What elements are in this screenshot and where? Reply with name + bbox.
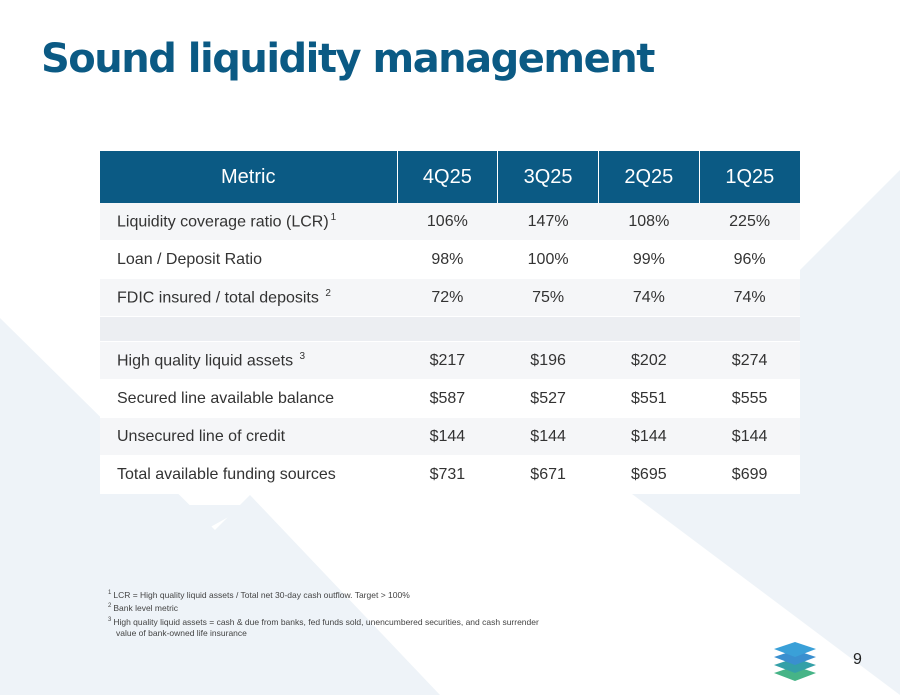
cell-value: $144 <box>699 417 800 456</box>
cell-value: 74% <box>699 278 800 317</box>
row-label: Secured line available balance <box>100 379 397 418</box>
cell-value: 72% <box>397 278 498 317</box>
table-row: Secured line available balance $587 $527… <box>100 379 800 418</box>
footnote-item: 1 LCR = High quality liquid assets / Tota… <box>108 588 648 601</box>
cell-value: 100% <box>497 240 599 279</box>
cell-value: $196 <box>497 341 599 380</box>
cell-value: 75% <box>497 278 599 317</box>
footnote-mark: 2 <box>108 603 112 610</box>
footnote-mark: 1 <box>108 590 112 596</box>
cell-value: $671 <box>497 455 599 494</box>
row-label-text: FDIC insured / total deposits <box>117 289 319 307</box>
cell-value: 99% <box>598 240 700 279</box>
footnote-marker: 3 <box>299 350 306 362</box>
row-label: Liquidity coverage ratio (LCR) 1 <box>100 203 397 241</box>
header-1q25: 1Q25 <box>699 151 800 203</box>
page-number: 9 <box>853 651 862 668</box>
row-label: Unsecured line of credit <box>100 417 397 456</box>
stacked-layers-icon <box>774 642 816 681</box>
footnote-text: High quality liquid assets = cash & due … <box>113 616 539 627</box>
row-label-text: High quality liquid assets <box>117 352 294 370</box>
header-2q25: 2Q25 <box>598 151 700 203</box>
cell-value: 225% <box>699 203 800 241</box>
footnote-text: LCR = High quality liquid assets / Total… <box>113 589 410 600</box>
cell-value: $699 <box>699 455 800 494</box>
cell-value: $527 <box>497 379 599 418</box>
cell-value: 74% <box>598 278 700 317</box>
cell-value: 147% <box>497 203 599 241</box>
footnote-marker: 2 <box>325 287 331 299</box>
footnote-mark: 3 <box>108 616 112 623</box>
cell-value: 96% <box>699 240 800 279</box>
row-label: Loan / Deposit Ratio <box>100 240 397 279</box>
cell-value: $274 <box>699 341 800 380</box>
table-header-row: Metric 4Q25 3Q25 2Q25 1Q25 <box>100 151 800 203</box>
page-title: Sound liquidity management <box>41 36 655 82</box>
header-metric: Metric <box>100 151 398 203</box>
cell-value: $144 <box>397 417 498 456</box>
table-row: FDIC insured / total deposits 2 72% 75% … <box>100 278 800 317</box>
footnote-item: 3 High quality liquid assets = cash & due… <box>108 615 648 628</box>
header-4q25: 4Q25 <box>397 151 499 203</box>
footnote-item: value of bank-owned life insurance <box>108 628 648 640</box>
liquidity-metrics-table: Metric 4Q25 3Q25 2Q25 1Q25 Liquidity cov… <box>100 151 800 494</box>
table-row: High quality liquid assets 3 $217 $196 $… <box>100 341 800 380</box>
cell-value: 106% <box>397 203 498 241</box>
cell-value: $587 <box>397 379 498 418</box>
cell-value: $202 <box>598 341 700 380</box>
cell-value: 108% <box>598 203 700 241</box>
footnotes: 1 LCR = High quality liquid assets / Tota… <box>108 588 648 639</box>
footnote-marker: 1 <box>330 211 337 223</box>
row-label: High quality liquid assets 3 <box>100 341 397 380</box>
cell-value: 98% <box>397 240 498 279</box>
footnote-item: 2 Bank level metric <box>108 601 648 614</box>
spacer-row <box>100 316 800 342</box>
row-label: Total available funding sources <box>100 455 397 494</box>
row-label: FDIC insured / total deposits 2 <box>100 278 397 317</box>
cell-value: $551 <box>598 379 700 418</box>
cell-value: $695 <box>598 455 700 494</box>
table-row: Loan / Deposit Ratio 98% 100% 99% 96% <box>100 240 800 279</box>
footnote-text: Bank level metric <box>113 603 179 614</box>
cell-value: $731 <box>397 455 498 494</box>
cell-value: $144 <box>598 417 700 456</box>
footnote-text: value of bank-owned life insurance <box>116 627 247 638</box>
table-row: Total available funding sources $731 $67… <box>100 455 800 494</box>
table-row: Liquidity coverage ratio (LCR) 1 106% 147… <box>100 203 800 241</box>
cell-value: $555 <box>699 379 800 418</box>
cell-value: $144 <box>497 417 599 456</box>
cell-value: $217 <box>397 341 498 380</box>
header-3q25: 3Q25 <box>497 151 599 203</box>
row-label-text: Liquidity coverage ratio (LCR) <box>117 213 329 231</box>
table-row: Unsecured line of credit $144 $144 $144 … <box>100 417 800 456</box>
